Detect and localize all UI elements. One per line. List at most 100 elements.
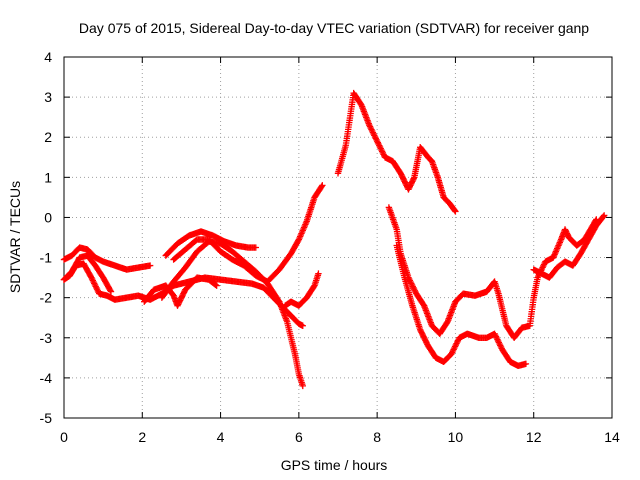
axis-ticks — [63, 56, 613, 419]
x-tick-label: 10 — [448, 429, 464, 445]
data-point — [493, 334, 500, 342]
data-point — [496, 340, 503, 348]
data-point — [410, 284, 417, 292]
y-tick-label: 2 — [44, 129, 52, 145]
data-point — [539, 264, 546, 271]
data-point — [449, 349, 456, 356]
data-point — [451, 343, 459, 350]
data-point — [376, 143, 384, 151]
data-point — [494, 336, 501, 343]
x-tick-label: 8 — [373, 429, 381, 445]
data-point — [315, 270, 322, 277]
data-point — [378, 146, 385, 154]
y-tick-label: 0 — [44, 209, 52, 225]
data-points — [60, 89, 608, 390]
data-point — [372, 135, 379, 142]
data-point — [319, 182, 326, 189]
data-point — [491, 330, 498, 337]
data-point — [494, 337, 502, 345]
data-point — [451, 344, 458, 352]
series-arc-9 — [334, 89, 459, 215]
series-arc-8 — [281, 270, 322, 309]
data-point — [91, 280, 98, 287]
data-point — [377, 145, 384, 152]
y-tick-label: -1 — [40, 250, 53, 266]
data-point — [411, 287, 419, 294]
series-arc-7 — [170, 182, 326, 285]
data-point — [107, 288, 115, 295]
chart-title: Day 075 of 2015, Sidereal Day-to-day VTE… — [79, 20, 589, 36]
data-point — [408, 281, 416, 289]
data-point — [91, 281, 99, 289]
data-point — [540, 261, 548, 268]
data-point — [380, 151, 387, 158]
data-point — [450, 346, 457, 353]
data-point — [373, 138, 381, 145]
data-point — [252, 244, 259, 251]
data-point — [410, 175, 417, 182]
data-point — [497, 342, 504, 349]
x-tick-label: 0 — [60, 429, 68, 445]
data-point — [376, 142, 383, 149]
data-point — [454, 338, 461, 346]
data-point — [299, 322, 306, 329]
y-tick-label: -2 — [40, 290, 53, 306]
data-point — [94, 287, 102, 294]
data-point — [522, 360, 530, 368]
data-point — [368, 126, 375, 133]
data-point — [88, 275, 96, 283]
data-point — [92, 283, 99, 290]
data-point — [600, 212, 608, 219]
data-point — [453, 340, 460, 347]
x-tick-label: 14 — [604, 429, 620, 445]
series-arc-1 — [60, 244, 154, 273]
y-tick-label: 3 — [44, 89, 52, 105]
data-point — [90, 278, 97, 286]
grid-lines — [64, 57, 612, 418]
data-point — [107, 287, 114, 294]
x-tick-label: 12 — [526, 429, 542, 445]
data-point — [379, 149, 387, 157]
y-tick-label: 4 — [44, 49, 52, 65]
data-point — [371, 132, 378, 139]
data-point — [534, 274, 541, 281]
data-point — [448, 350, 455, 358]
y-tick-label: 1 — [44, 169, 52, 185]
data-point — [451, 207, 458, 214]
data-point — [373, 136, 380, 143]
series-arc-11 — [393, 242, 530, 370]
data-point — [378, 148, 386, 155]
data-point — [371, 133, 379, 141]
data-point — [88, 274, 95, 281]
data-point — [310, 283, 317, 291]
data-point — [89, 277, 97, 284]
data-point — [318, 183, 325, 190]
series-arc-3 — [60, 252, 115, 295]
data-point — [410, 286, 418, 293]
data-point — [368, 127, 376, 135]
data-point — [93, 286, 101, 293]
data-point — [146, 262, 154, 269]
x-tick-label: 4 — [217, 429, 225, 445]
y-tick-label: -5 — [40, 410, 53, 426]
data-point — [452, 208, 459, 215]
series-arc-4 — [141, 274, 220, 309]
data-point — [600, 213, 607, 220]
data-point — [449, 347, 457, 355]
data-point — [409, 283, 416, 290]
data-point — [213, 282, 220, 289]
data-point — [212, 281, 219, 289]
data-point — [369, 129, 377, 136]
data-point — [406, 277, 414, 284]
data-point — [299, 382, 306, 390]
data-point — [492, 333, 500, 340]
data-point — [495, 339, 503, 346]
data-point — [370, 130, 377, 138]
series-arc-5 — [162, 228, 259, 259]
data-point — [366, 123, 374, 130]
data-point — [374, 139, 382, 146]
data-point — [375, 140, 382, 148]
data-point — [492, 332, 499, 339]
